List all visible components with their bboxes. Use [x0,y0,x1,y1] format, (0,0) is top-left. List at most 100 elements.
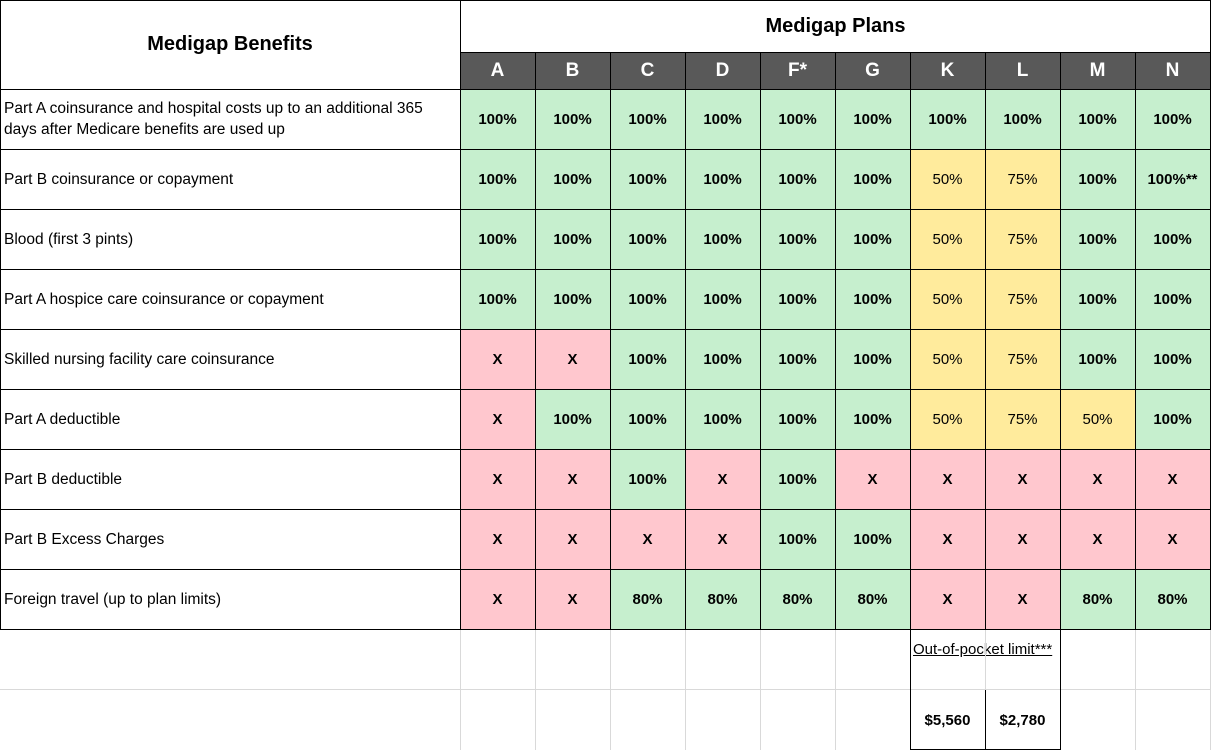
coverage-cell: 100% [1060,89,1135,149]
plan-header-d: D [685,52,760,89]
grid-line [0,149,1211,150]
coverage-cell: 100% [835,389,910,449]
grid-line [985,52,986,629]
grid-line [460,0,461,630]
coverage-cell: 100% [460,209,535,269]
grid-line [910,630,911,750]
grid-line [0,509,1211,510]
coverage-cell: 80% [760,569,835,629]
grid-line [910,52,911,629]
coverage-cell: 80% [1060,569,1135,629]
coverage-cell: 50% [1060,389,1135,449]
coverage-cell: 100% [835,89,910,149]
out-of-pocket-label-text: Out-of-pocket limit*** [913,641,1053,658]
plan-header-m: M [1060,52,1135,89]
benefit-label: Part A hospice care coinsurance or copay… [4,290,324,308]
coverage-cell: 80% [835,569,910,629]
coverage-cell: 100% [1060,209,1135,269]
grid-line [1060,630,1061,750]
coverage-cell: 75% [985,149,1060,209]
benefit-label: Part B Excess Charges [4,530,165,548]
coverage-cell: X [835,449,910,509]
plan-header-l: L [985,52,1060,89]
grid-line [1135,52,1136,629]
coverage-cell: 100%** [1135,149,1210,209]
grid-line [0,389,1211,390]
coverage-cell: X [460,389,535,449]
coverage-cell: 50% [910,389,985,449]
coverage-cell: 100% [760,209,835,269]
grid-line [0,209,1211,210]
coverage-cell: 80% [1135,569,1210,629]
coverage-cell: X [460,449,535,509]
coverage-cell: 50% [910,209,985,269]
grid-line [0,449,1211,450]
coverage-cell: 100% [760,89,835,149]
coverage-cell: X [910,509,985,569]
coverage-cell: 100% [835,329,910,389]
grid-line [0,329,1211,330]
coverage-cell: 100% [760,509,835,569]
coverage-cell: 100% [835,149,910,209]
coverage-cell: 100% [1135,389,1210,449]
plans-group-header: Medigap Plans [765,14,906,37]
coverage-cell: 100% [460,89,535,149]
coverage-cell: 100% [835,269,910,329]
coverage-cell: 100% [610,269,685,329]
benefit-label: Part A coinsurance and hospital costs up… [4,100,423,138]
grid-line [0,0,1211,1]
coverage-cell: 80% [610,569,685,629]
coverage-cell: X [985,449,1060,509]
coverage-cell: X [610,509,685,569]
coverage-cell: 100% [760,329,835,389]
coverage-cell: 100% [610,149,685,209]
coverage-cell: 100% [1060,149,1135,209]
coverage-cell: X [1135,449,1210,509]
coverage-cell: 100% [1135,89,1210,149]
grid-line [985,690,986,750]
coverage-cell: 75% [985,269,1060,329]
coverage-cell: X [910,449,985,509]
coverage-cell: 100% [535,269,610,329]
coverage-cell: 100% [685,389,760,449]
out-of-pocket-label: Out-of-pocket limit*** [910,630,1060,690]
grid-line [0,569,1211,570]
grid-line [760,52,761,629]
coverage-cell: X [685,509,760,569]
plan-header-b: B [535,52,610,89]
coverage-cell: 100% [685,269,760,329]
coverage-cell: 100% [835,509,910,569]
coverage-cell: 100% [835,209,910,269]
coverage-cell: 75% [985,209,1060,269]
coverage-cell: 100% [610,209,685,269]
coverage-cell: 100% [535,89,610,149]
benefits-column-header: Medigap Benefits [147,33,313,55]
plan-header-k: K [910,52,985,89]
coverage-cell: 100% [685,89,760,149]
coverage-cell: X [535,569,610,629]
coverage-cell: X [535,329,610,389]
grid-line [460,629,461,750]
coverage-cell: 100% [760,269,835,329]
coverage-cell: 100% [685,149,760,209]
coverage-cell: 100% [985,89,1060,149]
coverage-cell: X [535,509,610,569]
coverage-cell: 50% [910,149,985,209]
coverage-cell: 75% [985,389,1060,449]
grid-line [835,52,836,629]
plan-header-g: G [835,52,910,89]
coverage-cell: 100% [1060,329,1135,389]
coverage-cell: 100% [1135,209,1210,269]
grid-line [535,52,536,629]
coverage-cell: 100% [760,389,835,449]
coverage-cell: X [1060,509,1135,569]
coverage-cell: X [985,569,1060,629]
coverage-cell: 100% [610,329,685,389]
benefit-label: Skilled nursing facility care coinsuranc… [4,350,275,368]
coverage-cell: 100% [535,209,610,269]
coverage-cell: 100% [685,209,760,269]
coverage-cell: 50% [910,329,985,389]
plan-header-f: F* [760,52,835,89]
coverage-cell: 80% [685,569,760,629]
grid-line [1060,52,1061,629]
